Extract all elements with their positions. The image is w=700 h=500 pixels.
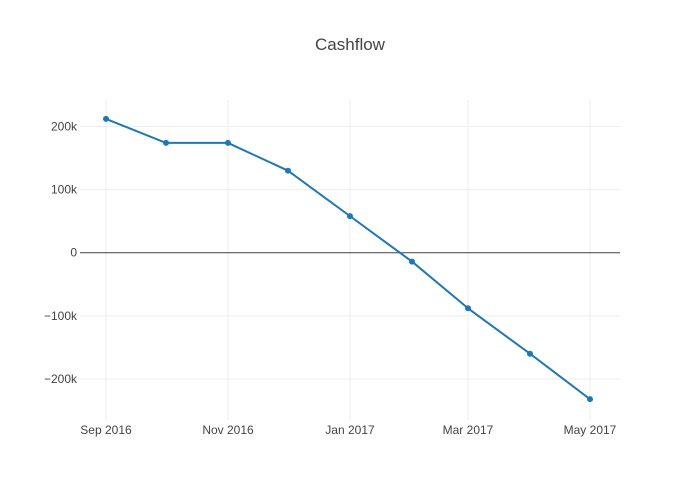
x-tick-label: Mar 2017 [443,423,494,437]
x-tick-label: Sep 2016 [80,423,132,437]
y-tick-label: 100k [51,183,78,197]
marker-layer [103,115,593,403]
chart-title: Cashflow [315,35,386,54]
data-point [225,139,231,146]
grid-layer [80,100,620,420]
y-tick-label: −200k [44,372,78,386]
x-tick-label: Nov 2016 [202,423,254,437]
data-point [409,258,415,265]
y-tick-label: 0 [70,246,77,260]
data-point [285,167,291,174]
data-point [163,139,169,146]
data-point [465,305,471,312]
x-tick-label: Jan 2017 [325,423,375,437]
data-point [527,350,533,357]
x-axis-ticks: Sep 2016 Nov 2016 Jan 2017 Mar 2017 May 2017 [80,423,616,437]
y-tick-label: −100k [44,309,78,323]
y-axis-ticks: 200k 100k 0 −100k −200k [44,120,78,386]
data-point [103,115,109,122]
data-point [587,396,593,403]
data-point [347,213,353,220]
y-tick-label: 200k [51,120,78,134]
x-tick-label: May 2017 [564,423,617,437]
